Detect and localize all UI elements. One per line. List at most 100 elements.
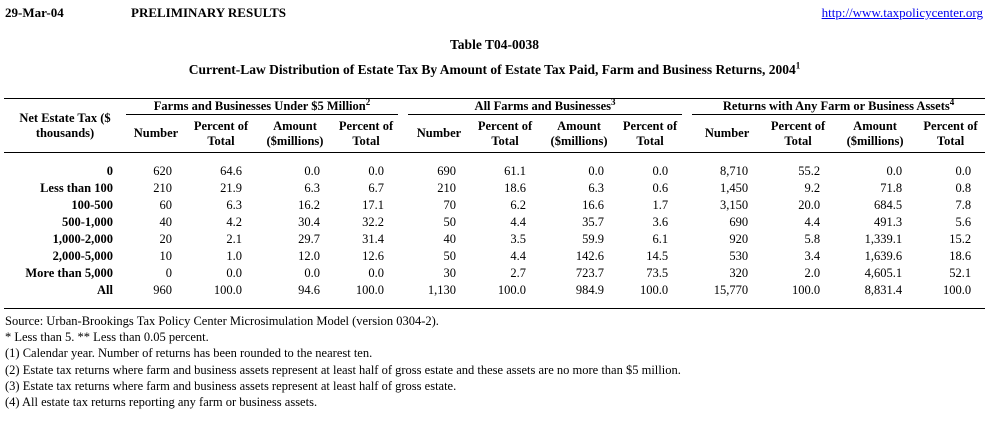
data-cell: 71.8 <box>880 180 903 195</box>
table-row: 0 620 64.6 0.0 0.0 690 61.1 0.0 0.0 8,710 55.2 0.0 0… <box>4 163 985 180</box>
data-cell: 690 <box>729 214 749 229</box>
data-cell: 60 <box>159 197 173 212</box>
data-cell: 100.0 <box>942 282 972 297</box>
data-cell: 142.6 <box>575 248 605 263</box>
group-header-row: Net Estate Tax ($ thousands) Farms and B… <box>4 98 986 153</box>
data-cell: 12.0 <box>298 248 320 263</box>
column-gap <box>682 180 692 197</box>
table-row: 100-500 60 6.3 16.2 17.1 70 6.2 16.6 1.7 3,150 20.… <box>4 197 985 214</box>
table-row: 1,000-2,000 20 2.1 29.7 31.4 40 3.5 59.9 6.1 920 5… <box>4 231 985 248</box>
table-body: 0 620 64.6 0.0 0.0 690 61.1 0.0 0.0 8,710 55.2 0.0 0… <box>4 153 985 299</box>
column-gap <box>398 98 409 153</box>
data-cell: 6.3 <box>226 197 242 212</box>
group-label: Farms and Businesses Under $5 Million <box>153 99 366 113</box>
data-cell: 1,450 <box>719 180 749 195</box>
col-header-amount-millions: Amount ($millions) <box>834 114 917 153</box>
col-header-number: Number <box>126 114 186 153</box>
group-header-under-5-million: Farms and Businesses Under $5 Million2 <box>126 98 399 115</box>
data-cell: 4.4 <box>804 214 821 229</box>
data-cell: 29.7 <box>298 231 320 246</box>
col-header-percent-of-total: Percent of Total <box>470 114 541 153</box>
data-cell: 100.0 <box>791 282 821 297</box>
column-gap <box>398 265 408 282</box>
data-cell: 32.2 <box>362 214 385 229</box>
data-cell: 1.0 <box>226 248 242 263</box>
data-cell: 50 <box>443 248 457 263</box>
data-cell: 59.9 <box>582 231 605 246</box>
row-label: 2,000-5,000 <box>52 248 113 263</box>
data-cell: 0.0 <box>955 163 972 178</box>
data-cell: 3.4 <box>804 248 821 263</box>
data-cell: 100.0 <box>355 282 385 297</box>
data-cell: 17.1 <box>362 197 385 212</box>
data-cell: 15,770 <box>713 282 749 297</box>
data-cell: 1,130 <box>427 282 457 297</box>
data-cell: 2.7 <box>510 265 527 280</box>
table-row: 2,000-5,000 10 1.0 12.0 12.6 50 4.4 142.6 14.5 53… <box>4 248 985 265</box>
report-date: 29-Mar-04 <box>5 5 64 20</box>
data-cell: 6.2 <box>510 197 527 212</box>
data-cell: 0.0 <box>588 163 605 178</box>
row-label: All <box>97 282 113 297</box>
data-cell: 9.2 <box>804 180 821 195</box>
column-gap <box>682 282 692 299</box>
data-cell: 40 <box>443 231 457 246</box>
table-row: 500-1,000 40 4.2 30.4 32.2 50 4.4 35.7 3.6 690 4.4… <box>4 214 985 231</box>
column-gap <box>398 248 408 265</box>
data-cell: 8,831.4 <box>864 282 903 297</box>
data-cell: 10 <box>159 248 173 263</box>
column-gap <box>398 163 408 180</box>
row-label: More than 5,000 <box>25 265 113 280</box>
col-header-percent-of-total: Percent of Total <box>916 114 986 153</box>
data-cell: 984.9 <box>575 282 605 297</box>
data-cell: 0.0 <box>226 265 242 280</box>
data-cell: 52.1 <box>949 265 972 280</box>
data-cell: 6.7 <box>368 180 385 195</box>
data-cell: 16.6 <box>582 197 605 212</box>
data-cell: 94.6 <box>298 282 320 297</box>
data-cell: 7.8 <box>955 197 972 212</box>
column-gap <box>682 248 692 265</box>
data-cell: 55.2 <box>798 163 821 178</box>
data-cell: 100.0 <box>497 282 527 297</box>
data-cell: 4.4 <box>510 248 527 263</box>
data-cell: 2.0 <box>804 265 821 280</box>
column-gap <box>398 214 408 231</box>
data-cell: 320 <box>729 265 749 280</box>
preliminary-results-label: PRELIMINARY RESULTS <box>131 5 286 20</box>
data-cell: 620 <box>153 163 172 178</box>
col-header-amount-millions: Amount ($millions) <box>540 114 619 153</box>
data-cell: 100.0 <box>213 282 242 297</box>
data-cell: 20 <box>159 231 173 246</box>
data-cell: 4.4 <box>510 214 527 229</box>
column-gap <box>682 197 692 214</box>
table-row: More than 5,000 0 0.0 0.0 0.0 30 2.7 723.7 73.5 3… <box>4 265 985 282</box>
data-cell: 0.8 <box>955 180 972 195</box>
data-cell: 18.6 <box>949 248 972 263</box>
data-cell: 64.6 <box>220 163 242 178</box>
data-cell: 50 <box>443 214 457 229</box>
data-cell: 920 <box>729 231 749 246</box>
data-cell: 0.0 <box>368 163 385 178</box>
footnote-marker: 4 <box>949 98 955 107</box>
data-cell: 0 <box>165 265 172 280</box>
data-cell: 210 <box>437 180 457 195</box>
data-cell: 0.0 <box>304 265 320 280</box>
data-cell: 70 <box>443 197 457 212</box>
data-cell: 4.2 <box>226 214 242 229</box>
data-cell: 0.0 <box>652 163 669 178</box>
group-label: Returns with Any Farm or Business Assets <box>722 99 950 113</box>
data-cell: 3,150 <box>719 197 749 212</box>
taxpolicycenter-link[interactable]: http://www.taxpolicycenter.org <box>821 5 983 20</box>
footnote-3: (3) Estate tax returns where farm and bu… <box>5 378 457 393</box>
column-gap <box>398 180 408 197</box>
data-cell: 73.5 <box>646 265 669 280</box>
data-cell: 21.9 <box>220 180 242 195</box>
data-cell: 1,339.1 <box>864 231 903 246</box>
data-cell: 3.5 <box>510 231 527 246</box>
group-header-any-assets: Returns with Any Farm or Business Assets… <box>692 98 986 115</box>
data-cell: 1,639.6 <box>864 248 903 263</box>
header-body-gap <box>4 153 985 163</box>
subheader-row: Number Percent of Total Amount ($million… <box>4 114 986 153</box>
table-row: All 960 100.0 94.6 100.0 1,130 100.0 984.9 100.0… <box>4 282 985 299</box>
